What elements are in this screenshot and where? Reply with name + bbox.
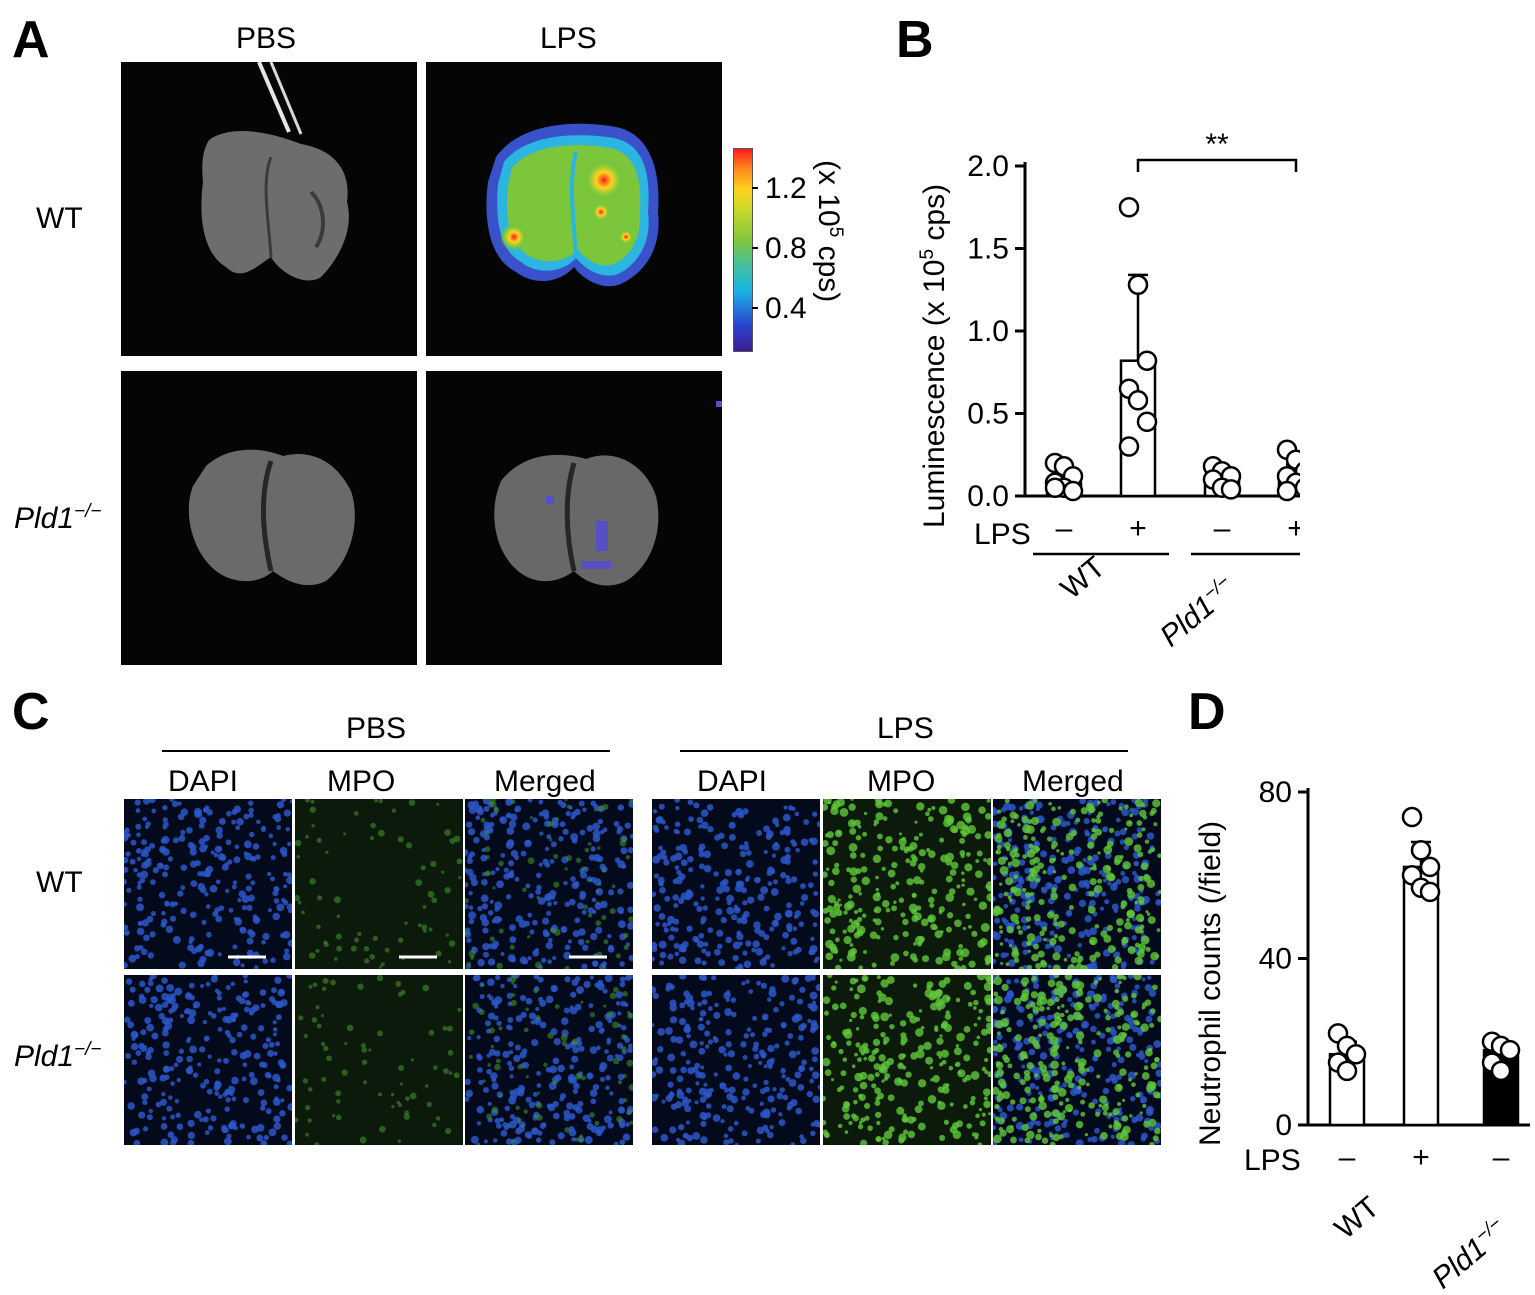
panel-c-lps-line bbox=[680, 750, 1128, 752]
panel-c-col-mpo-2: MPO bbox=[867, 765, 936, 798]
chart-d-group-ko: Pld1−/− bbox=[1426, 1212, 1506, 1295]
colorbar-ticks bbox=[752, 187, 758, 309]
data-point bbox=[1410, 840, 1432, 861]
data-point bbox=[1419, 881, 1441, 903]
chart-b-lps-label: LPS bbox=[974, 518, 1031, 551]
data-point bbox=[1276, 480, 1298, 502]
data-point bbox=[1127, 390, 1149, 411]
colorbar-tick-1-2: 1.2 bbox=[765, 172, 807, 205]
lung-image-ko-pbs bbox=[121, 371, 417, 665]
panel-c-col-dapi-1: DAPI bbox=[168, 765, 239, 798]
data-point bbox=[1062, 480, 1084, 502]
microscopy-tile bbox=[295, 799, 463, 969]
lps-sign: – bbox=[1214, 512, 1231, 545]
microscopy-tile bbox=[124, 799, 292, 969]
panel-c-col-mpo-1: MPO bbox=[327, 765, 396, 798]
microscopy-tile bbox=[993, 975, 1161, 1145]
panel-c-pbs-line bbox=[162, 750, 610, 752]
data-point bbox=[1127, 274, 1149, 296]
colorbar bbox=[733, 148, 753, 352]
data-point bbox=[1118, 436, 1140, 457]
panel-a-letter: A bbox=[12, 11, 50, 69]
microscopy-tile bbox=[295, 975, 463, 1145]
y-tick-label: 1.5 bbox=[967, 233, 1009, 266]
colorbar-tick-0-4: 0.4 bbox=[765, 292, 807, 325]
colorbar-unit-label: (x 105 cps) bbox=[812, 160, 846, 303]
microscopy-tile bbox=[823, 799, 991, 969]
lung-image-wt-lps bbox=[426, 62, 722, 356]
panel-c-letter: C bbox=[12, 683, 50, 741]
y-tick-label: 0.5 bbox=[967, 398, 1009, 431]
data-point bbox=[1499, 1039, 1521, 1061]
panel-d-letter: D bbox=[1188, 683, 1226, 741]
microscopy-tile bbox=[465, 799, 633, 969]
bar bbox=[1402, 865, 1440, 1127]
lps-sign: – bbox=[1056, 512, 1073, 545]
lps-sign: – bbox=[1339, 1141, 1356, 1174]
chart-d-lps-label: LPS bbox=[1244, 1144, 1301, 1177]
y-tick-label: 0 bbox=[1275, 1109, 1292, 1142]
y-tick-label: 40 bbox=[1259, 943, 1292, 976]
panel-c-col-merged-1: Merged bbox=[494, 765, 596, 798]
panel-c-group-pbs: PBS bbox=[346, 712, 407, 745]
lung-image-ko-lps bbox=[426, 371, 722, 665]
microscopy-tile bbox=[652, 975, 820, 1145]
data-point bbox=[1220, 479, 1242, 500]
lps-sign: + bbox=[1412, 1141, 1430, 1174]
data-point bbox=[1136, 350, 1158, 371]
panel-c-row-ko: Pld1−/− bbox=[14, 1039, 102, 1073]
microscopy-tile bbox=[993, 799, 1161, 969]
data-point bbox=[1118, 197, 1140, 218]
microscopy-tile bbox=[823, 975, 991, 1145]
chart-d-ylabel: Neutrophil counts (/field) bbox=[1194, 820, 1227, 1146]
panel-c-col-dapi-2: DAPI bbox=[697, 765, 768, 798]
lung-image-wt-pbs bbox=[121, 62, 417, 356]
significance-label: ** bbox=[1205, 128, 1229, 161]
colorbar-tick-0-8: 0.8 bbox=[765, 232, 807, 265]
y-tick-label: 2.0 bbox=[967, 150, 1009, 183]
data-point bbox=[1044, 477, 1066, 498]
chart-b-ylabel: Luminescence (x 105 cps) bbox=[917, 183, 951, 528]
y-tick-label: 1.0 bbox=[967, 315, 1009, 348]
panel-a-col-lps: LPS bbox=[540, 22, 597, 55]
chart-b: 0.0 0.5 1.0 1.5 2.0 – + – + ** bbox=[967, 128, 1300, 556]
panel-a-row-ko: Pld1−/− bbox=[14, 501, 102, 535]
panel-c-group-lps: LPS bbox=[877, 712, 934, 745]
data-point bbox=[1401, 806, 1423, 828]
chart-b-group-ko: Pld1−/− bbox=[1154, 570, 1234, 654]
data-point bbox=[1336, 1060, 1358, 1082]
lps-sign: + bbox=[1287, 512, 1300, 545]
y-tick-label: 80 bbox=[1259, 776, 1292, 809]
microscopy-tile bbox=[124, 975, 292, 1145]
data-point bbox=[1345, 1043, 1367, 1065]
panel-c-row-wt: WT bbox=[36, 866, 83, 899]
microscopy-tile bbox=[652, 799, 820, 969]
significance-bracket bbox=[1136, 158, 1298, 172]
data-point bbox=[1136, 411, 1158, 432]
y-tick-label: 0.0 bbox=[967, 480, 1009, 513]
chart-d-group-wt: WT bbox=[1328, 1190, 1386, 1246]
data-point bbox=[1490, 1060, 1512, 1082]
panel-c-col-merged-2: Merged bbox=[1022, 765, 1124, 798]
lps-sign: + bbox=[1129, 512, 1147, 545]
microscopy-tile bbox=[465, 975, 633, 1145]
data-point bbox=[1419, 856, 1441, 878]
lps-sign: – bbox=[1493, 1141, 1510, 1174]
panel-a-col-pbs: PBS bbox=[236, 22, 297, 55]
panel-b-letter: B bbox=[896, 11, 934, 69]
panel-a-row-wt: WT bbox=[36, 202, 83, 235]
